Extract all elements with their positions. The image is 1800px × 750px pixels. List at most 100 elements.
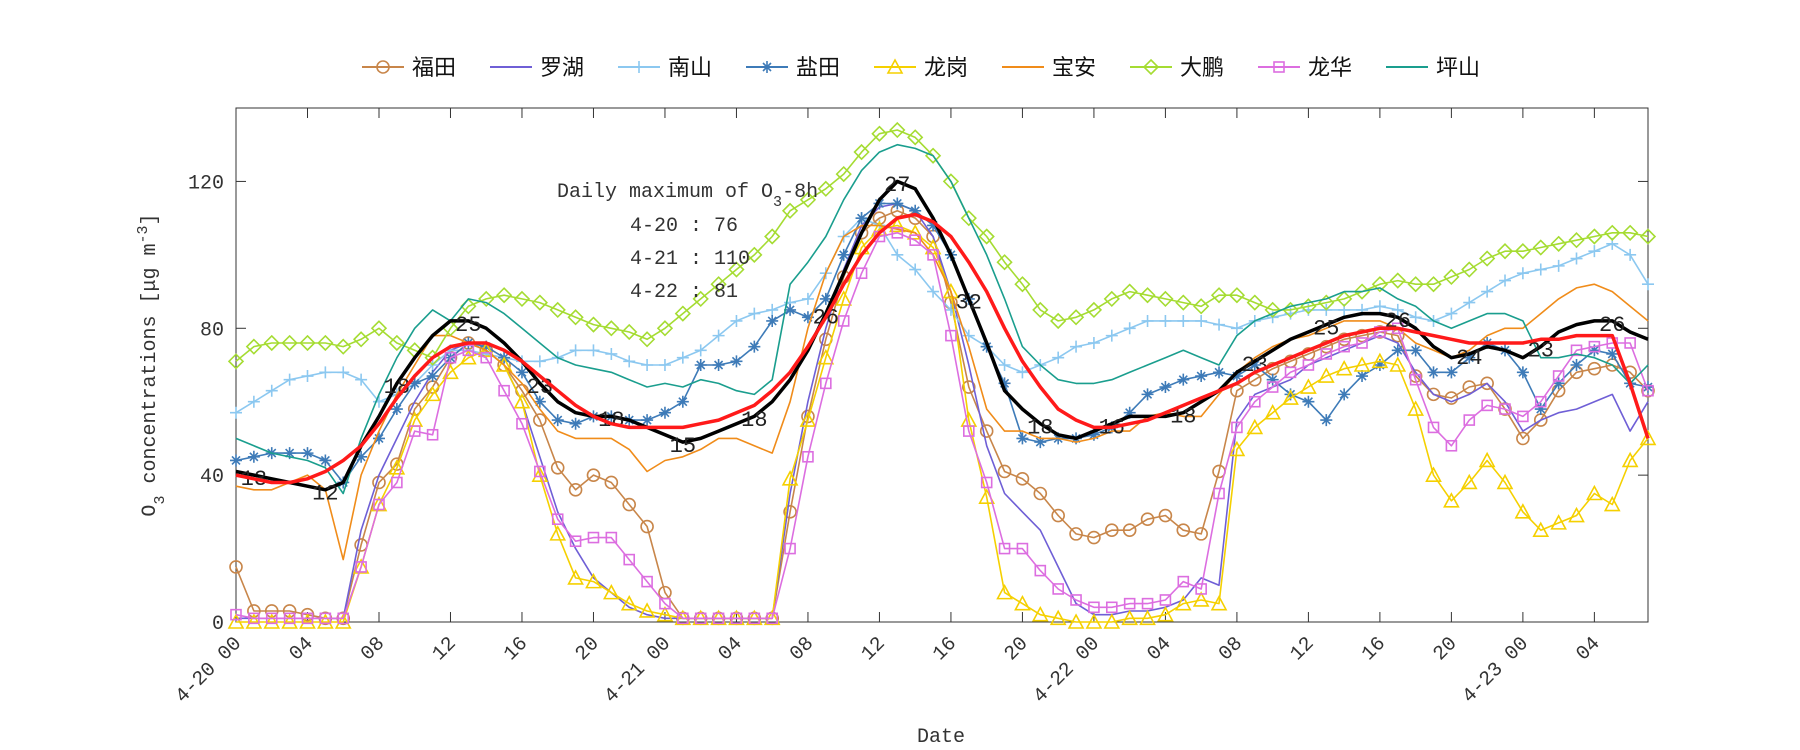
- data-point: [567, 309, 584, 326]
- data-point: [891, 248, 904, 261]
- data-point: [317, 334, 334, 352]
- data-point: [1140, 512, 1155, 527]
- data-point: [927, 249, 939, 261]
- legend-item: 大鹏: [1130, 56, 1224, 81]
- data-point: [802, 450, 814, 463]
- data-point: [784, 542, 796, 555]
- data-point: [1087, 530, 1101, 545]
- data-point: [352, 558, 370, 574]
- data-point: [515, 366, 528, 379]
- data-point: [1514, 503, 1532, 519]
- data-point: [334, 613, 352, 629]
- data-point: [531, 466, 549, 482]
- legend-label: 大鹏: [1180, 56, 1224, 81]
- text-part: O: [139, 505, 162, 517]
- data-point: [1534, 403, 1547, 416]
- data-point: [1353, 356, 1371, 372]
- text-part: -3: [135, 225, 152, 243]
- point-label: 23: [527, 375, 553, 400]
- data-point: [1480, 376, 1494, 391]
- data-point: [319, 612, 332, 625]
- legend-label: 龙岗: [924, 56, 968, 81]
- point-label: 15: [670, 434, 696, 459]
- data-point: [1336, 290, 1353, 308]
- data-point: [424, 385, 441, 402]
- data-point: [1514, 243, 1532, 260]
- series-line: [235, 143, 1649, 495]
- data-point: [1088, 601, 1100, 614]
- data-point: [1373, 325, 1387, 339]
- data-point: [781, 470, 799, 486]
- data-point: [265, 384, 278, 397]
- data-point: [1070, 594, 1082, 606]
- data-point: [1534, 263, 1547, 276]
- data-point: [1338, 340, 1350, 353]
- data-point: [1621, 224, 1639, 241]
- data-point: [1176, 523, 1191, 538]
- data-point: [783, 505, 797, 519]
- data-point: [587, 531, 600, 544]
- data-point: [1052, 351, 1065, 364]
- data-point: [1033, 486, 1048, 501]
- data-point: [1121, 609, 1139, 626]
- annotation-line: 4-21 : 110: [630, 248, 750, 271]
- y-tick-label: 0: [212, 613, 224, 636]
- data-point: [301, 612, 314, 625]
- data-point: [1426, 387, 1441, 402]
- data-point: [1445, 366, 1458, 379]
- data-point: [569, 535, 582, 548]
- data-point: [1192, 591, 1210, 607]
- data-point: [799, 411, 817, 427]
- data-point: [924, 238, 942, 255]
- data-point: [1159, 314, 1172, 327]
- data-point: [230, 454, 242, 467]
- data-point: [247, 450, 260, 463]
- data-point: [1174, 594, 1192, 611]
- data-point: [1445, 307, 1458, 320]
- annotation-line: 4-22 : 81: [630, 281, 738, 304]
- text-part: 3: [773, 194, 782, 211]
- data-point: [1588, 344, 1601, 357]
- legend-marker: [886, 58, 904, 74]
- data-point: [945, 329, 957, 342]
- data-point: [1213, 366, 1226, 379]
- data-point: [641, 575, 653, 588]
- data-point: [372, 432, 385, 445]
- data-point: [1231, 421, 1243, 434]
- data-point: [391, 476, 403, 489]
- data-point: [1034, 564, 1047, 577]
- data-point: [513, 393, 531, 409]
- data-point: [1355, 328, 1369, 343]
- data-point: [1409, 311, 1422, 324]
- data-point: [1409, 344, 1422, 357]
- data-point: [694, 359, 707, 371]
- data-point: [352, 331, 370, 348]
- data-point: [1246, 294, 1263, 311]
- data-point: [963, 425, 975, 437]
- data-point: [1230, 322, 1243, 335]
- data-point: [1087, 336, 1100, 349]
- data-point: [282, 604, 297, 618]
- data-point: [1122, 523, 1137, 538]
- legend-item: 龙岗: [874, 56, 968, 81]
- data-point: [996, 583, 1013, 600]
- data-point: [997, 464, 1012, 479]
- data-point: [748, 612, 761, 625]
- data-point: [1228, 440, 1246, 457]
- data-point: [1461, 261, 1478, 278]
- data-point: [460, 348, 477, 365]
- data-point: [1031, 605, 1049, 622]
- data-point: [748, 307, 761, 320]
- data-point: [534, 465, 546, 478]
- data-point: [888, 216, 906, 233]
- data-point: [1284, 366, 1297, 379]
- data-point: [1496, 473, 1514, 490]
- data-point: [1639, 429, 1657, 446]
- y-tick-label: 120: [188, 172, 224, 195]
- data-point: [372, 395, 385, 408]
- data-point: [1139, 609, 1156, 626]
- data-point: [1604, 224, 1621, 241]
- legend-item: 罗湖: [490, 56, 584, 81]
- data-point: [1141, 597, 1154, 610]
- data-point: [621, 323, 638, 341]
